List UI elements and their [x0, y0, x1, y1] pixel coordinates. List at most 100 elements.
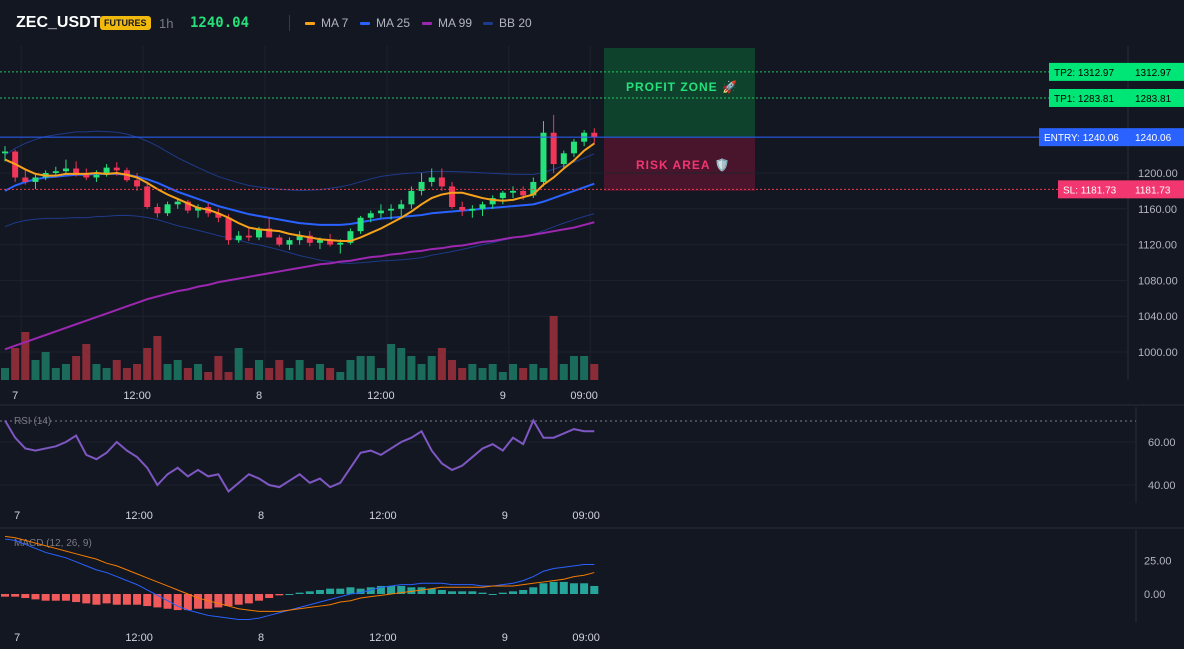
candle-body: [235, 235, 242, 241]
volume-bar: [265, 368, 274, 380]
legend-ma99[interactable]: MA 99: [422, 16, 472, 30]
macd-hist-bar: [153, 594, 162, 608]
volume-bar: [569, 356, 578, 380]
macd-hist-bar: [519, 589, 528, 594]
volume-bar: [214, 356, 223, 380]
volume-bar: [305, 368, 314, 380]
candle-body: [357, 217, 364, 232]
bb-lower-line: [4, 213, 595, 264]
candle-body: [83, 174, 90, 178]
level-price-box: [1128, 180, 1184, 199]
candle-body: [327, 240, 334, 245]
macd-hist-bar: [285, 594, 294, 595]
macd-hist-bar: [488, 594, 497, 595]
macd-hist-bar: [376, 585, 385, 594]
volume-bar: [458, 368, 467, 380]
macd-hist-bar: [366, 587, 375, 594]
volume-bar: [163, 364, 172, 380]
ma7-line: [4, 142, 595, 243]
macd-hist-bar: [468, 591, 477, 594]
volume-bar: [194, 364, 203, 380]
rsi-time-tick: 7: [14, 510, 20, 522]
volume-bar: [183, 368, 192, 380]
bb-upper-line: [4, 130, 595, 192]
macd-line: [4, 538, 595, 620]
level-label-box: [1049, 62, 1128, 81]
volume-bar: [539, 368, 548, 380]
ma99-line: [4, 221, 595, 351]
legend-bb20[interactable]: BB 20: [483, 16, 532, 30]
volume-bar: [336, 372, 345, 380]
volume-bar: [61, 364, 70, 380]
macd-hist-bar: [569, 583, 578, 594]
macd-hist-bar: [417, 587, 426, 594]
candle-body: [388, 208, 395, 211]
macd-hist-bar: [549, 581, 558, 594]
volume-bar: [529, 364, 538, 380]
volume-bar: [1, 368, 9, 380]
macd-hist-bar: [163, 594, 172, 609]
candle-body: [367, 213, 374, 218]
profit-zone-box: [604, 48, 755, 138]
time-axis-tick: 9: [500, 390, 506, 402]
macd-title: MACD (12, 26, 9): [14, 538, 92, 549]
volume-bar: [590, 364, 599, 380]
candle-body: [276, 237, 283, 245]
timeframe-label[interactable]: 1h: [159, 16, 174, 31]
macd-hist-bar: [265, 594, 274, 599]
macd-hist-bar: [529, 587, 538, 594]
rsi-axis-tick: 60.00: [1148, 437, 1176, 449]
candle-body: [134, 180, 141, 187]
level-label-box: [1049, 88, 1128, 107]
volume-bar: [559, 364, 568, 380]
bb20-swatch-icon: [483, 21, 493, 25]
candle-body: [62, 168, 69, 172]
volume-bar: [376, 368, 385, 380]
macd-hist-bar: [92, 594, 101, 605]
macd-hist-bar: [580, 583, 589, 594]
candle-body: [22, 177, 29, 182]
candle-body: [418, 181, 425, 191]
time-axis-tick: 7: [12, 390, 18, 402]
symbol-label: ZEC_USDT: [16, 14, 101, 31]
macd-hist-bar: [133, 594, 142, 605]
volume-bar: [112, 360, 121, 380]
volume-bar: [315, 364, 324, 380]
legend-ma7[interactable]: MA 7: [305, 16, 348, 30]
macd-hist-bar: [204, 594, 213, 609]
legend-ma25[interactable]: MA 25: [360, 16, 410, 30]
ma25-swatch-icon: [360, 21, 370, 25]
volume-bar: [498, 372, 507, 380]
legend-ma7-label: MA 7: [321, 16, 349, 30]
candle-body: [408, 190, 415, 205]
volume-bar: [580, 356, 589, 380]
volume-bar: [549, 316, 558, 380]
candle-body: [154, 207, 161, 214]
candle-body: [520, 190, 527, 196]
price-axis-tick: 1000.00: [1138, 347, 1178, 359]
candle-body: [510, 190, 516, 193]
candle-body: [296, 235, 303, 241]
macd-signal-line: [4, 535, 595, 612]
macd-axis-tick: 0.00: [1144, 589, 1165, 601]
level-label: SL: 1181.73: [1063, 185, 1117, 196]
volume-bar: [366, 356, 375, 380]
header-bar: ZEC_USDT FUTURES 1h 1240.04 MA 7 MA 25 M…: [0, 0, 1184, 46]
price-axis-tick: 1120.00: [1138, 240, 1177, 252]
candle-body: [377, 210, 384, 214]
volume-bar: [51, 368, 60, 380]
level-label: TP2: 1312.97: [1054, 68, 1114, 79]
macd-hist-bar: [478, 592, 487, 594]
time-axis-tick: 8: [256, 390, 262, 402]
macd-time-tick: 9: [502, 632, 508, 644]
candle-body: [103, 167, 110, 175]
volume-bar: [224, 372, 233, 380]
macd-hist-bar: [255, 594, 263, 601]
rsi-time-tick: 8: [258, 510, 264, 522]
candle-body: [550, 132, 557, 165]
macd-time-tick: 7: [14, 632, 20, 644]
rsi-title: RSI (14): [14, 416, 51, 427]
level-price-box: [1128, 62, 1184, 81]
rsi-time-tick: 9: [502, 510, 508, 522]
